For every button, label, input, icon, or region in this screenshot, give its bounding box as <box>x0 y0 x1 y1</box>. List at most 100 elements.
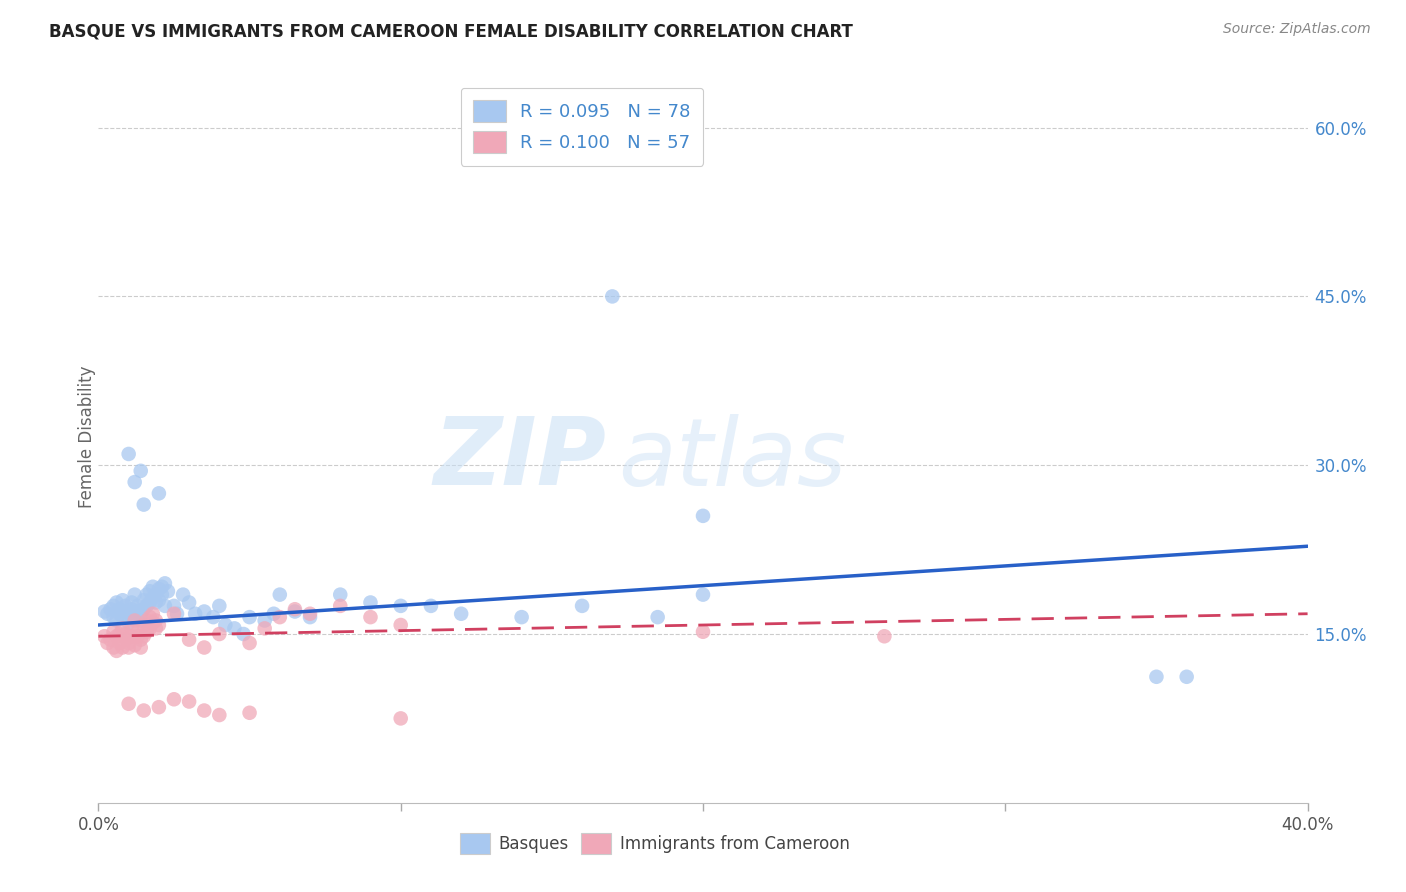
Point <box>148 593 170 607</box>
Point <box>118 615 141 630</box>
Text: BASQUE VS IMMIGRANTS FROM CAMEROON FEMALE DISABILITY CORRELATION CHART: BASQUE VS IMMIGRANTS FROM CAMEROON FEMAL… <box>49 22 853 40</box>
Point <box>389 599 412 613</box>
Point <box>118 447 141 461</box>
Point <box>121 621 143 635</box>
Point <box>148 618 170 632</box>
Point <box>269 610 291 624</box>
Point <box>239 636 262 650</box>
Point <box>118 636 141 650</box>
Point <box>111 621 134 635</box>
Point <box>263 607 285 621</box>
Point <box>135 588 157 602</box>
Point <box>172 588 194 602</box>
Point <box>114 605 136 619</box>
Point <box>208 708 231 723</box>
Point <box>184 607 207 621</box>
Point <box>129 614 152 628</box>
Point <box>145 595 167 609</box>
Point <box>647 610 669 624</box>
Point <box>118 607 141 621</box>
Point <box>163 692 186 706</box>
Point <box>108 607 131 621</box>
Point <box>111 593 134 607</box>
Point <box>121 629 143 643</box>
Point <box>299 610 322 624</box>
Point <box>555 132 578 146</box>
Point <box>193 605 215 619</box>
Point <box>96 607 118 621</box>
Point <box>139 610 162 624</box>
Point <box>139 621 162 635</box>
Point <box>148 486 170 500</box>
Point <box>132 629 155 643</box>
Legend: Basques, Immigrants from Cameroon: Basques, Immigrants from Cameroon <box>453 827 856 860</box>
Point <box>139 584 162 599</box>
Point <box>114 627 136 641</box>
Point <box>139 595 162 609</box>
Point <box>420 599 443 613</box>
Point <box>103 610 125 624</box>
Point <box>571 599 593 613</box>
Point <box>299 607 322 621</box>
Point <box>389 618 412 632</box>
Point <box>253 621 276 635</box>
Point <box>105 644 128 658</box>
Point <box>450 607 472 621</box>
Point <box>132 602 155 616</box>
Point <box>108 636 131 650</box>
Point <box>108 627 131 641</box>
Point <box>360 595 382 609</box>
Point <box>100 632 122 647</box>
Point <box>179 595 201 609</box>
Point <box>284 602 307 616</box>
Point <box>118 640 141 655</box>
Point <box>329 588 352 602</box>
Point <box>193 640 215 655</box>
Point <box>145 588 167 602</box>
Point <box>142 607 165 621</box>
Point <box>510 610 533 624</box>
Point <box>208 627 231 641</box>
Point <box>132 704 155 718</box>
Point <box>163 607 186 621</box>
Point <box>127 599 149 613</box>
Point <box>224 621 246 635</box>
Point <box>239 610 262 624</box>
Point <box>105 614 128 628</box>
Point <box>132 498 155 512</box>
Point <box>124 638 146 652</box>
Point <box>142 580 165 594</box>
Point <box>100 602 122 616</box>
Point <box>129 607 152 621</box>
Text: atlas: atlas <box>619 414 846 505</box>
Point <box>132 618 155 632</box>
Point <box>214 618 236 632</box>
Point <box>1175 670 1198 684</box>
Point <box>179 694 201 708</box>
Y-axis label: Female Disability: Female Disability <box>79 366 96 508</box>
Point <box>114 599 136 613</box>
Point <box>692 624 714 639</box>
Point <box>389 711 412 725</box>
Point <box>93 629 115 643</box>
Point <box>129 464 152 478</box>
Point <box>132 593 155 607</box>
Point <box>111 640 134 655</box>
Point <box>269 588 291 602</box>
Point <box>360 610 382 624</box>
Point <box>153 599 176 613</box>
Point <box>114 632 136 647</box>
Point <box>121 602 143 616</box>
Point <box>148 582 170 596</box>
Point <box>127 605 149 619</box>
Point <box>121 595 143 609</box>
Point <box>193 704 215 718</box>
Point <box>103 599 125 613</box>
Point <box>105 595 128 609</box>
Point <box>103 640 125 655</box>
Point <box>150 588 173 602</box>
Point <box>124 588 146 602</box>
Point <box>153 576 176 591</box>
Point <box>329 599 352 613</box>
Point <box>202 610 225 624</box>
